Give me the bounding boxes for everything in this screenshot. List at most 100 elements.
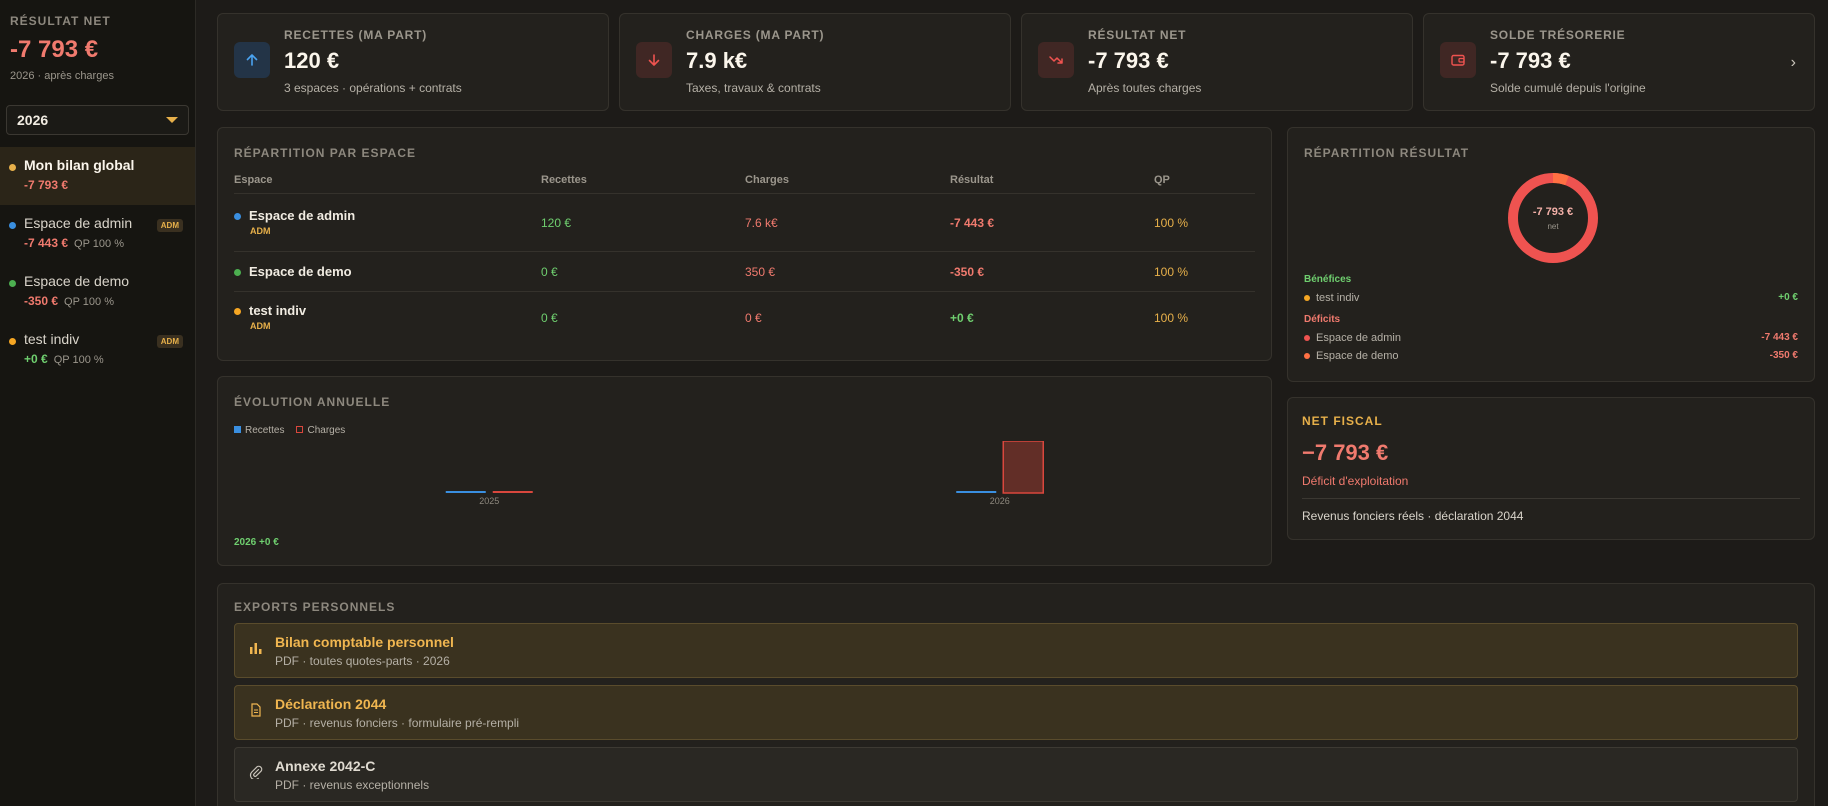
cell-charges: 350 € [745, 265, 776, 279]
sidebar: RÉSULTAT NET -7 793 € 2026 · après charg… [0, 0, 196, 806]
table-row[interactable]: test indiv ADM 0 € 0 € +0 € 100 % [234, 292, 1255, 348]
evolution-chart: 2025 2026 [445, 441, 1044, 506]
export-subtitle: PDF · toutes quotes-parts · 2026 [275, 653, 450, 668]
kpi-subtitle: Solde cumulé depuis l'origine [1490, 81, 1646, 95]
sidebar-item-label: Espace de admin [24, 215, 133, 231]
kpi-value: 120 € [284, 48, 340, 73]
adm-badge: ADM [156, 219, 183, 232]
sidebar-item-amount: -7 793 € [24, 178, 69, 192]
repartition-card: RÉPARTITION PAR ESPACE Espace Recettes C… [217, 127, 1272, 361]
net-fiscal-value: −7 793 € [1302, 440, 1389, 465]
donut-center-label: net [1547, 222, 1559, 231]
bar-chart-icon [249, 641, 263, 660]
x-tick-label: 2026 [990, 496, 1010, 506]
column-header: Résultat [950, 174, 994, 186]
legend-item-recettes: Recettes [234, 425, 284, 436]
kpi-label: RÉSULTAT NET [1088, 28, 1187, 42]
sidebar-net-result: -7 793 € [10, 36, 99, 63]
cell-qp: 100 % [1154, 216, 1189, 230]
status-dot [9, 338, 16, 345]
cell-recettes: 0 € [541, 265, 558, 279]
status-dot [9, 164, 16, 171]
cell-qp: 100 % [1154, 265, 1189, 279]
document-icon [249, 703, 263, 722]
export-title: Déclaration 2044 [275, 695, 387, 712]
sidebar-item-amount: -7 443 € [24, 236, 69, 250]
sidebar-item-label: test indiv [24, 331, 80, 347]
kpi-value: -7 793 € [1088, 48, 1169, 73]
cell-charges: 7.6 k€ [745, 216, 778, 230]
kpi-label: RECETTES (MA PART) [284, 28, 428, 42]
table-row[interactable]: Espace de admin ADM 120 € 7.6 k€ -7 443 €… [234, 194, 1255, 252]
donut-slice-admin [1508, 173, 1598, 263]
status-dot [9, 222, 16, 229]
chart-legend: Recettes Charges [234, 425, 345, 436]
kpi-card-charges: CHARGES (MA PART) 7.9 k€ Taxes, travaux … [619, 13, 1011, 111]
year-select[interactable]: 2026 [6, 105, 189, 135]
row-name: Espace de admin [249, 208, 356, 223]
sidebar-item-global[interactable]: Mon bilan global -7 793 € [0, 147, 195, 205]
x-tick-label: 2025 [479, 496, 499, 506]
exports-card: EXPORTS PERSONNELS Bilan comptable perso… [217, 583, 1815, 806]
donut-card: RÉPARTITION RÉSULTAT -7 793 € net Bénéfi… [1287, 127, 1815, 382]
cell-recettes: 0 € [541, 311, 558, 325]
adm-badge: ADM [250, 226, 271, 236]
sidebar-item-qp: QP 100 % [64, 296, 114, 308]
adm-badge: ADM [156, 335, 183, 348]
donut-center-value: -7 793 € [1532, 206, 1574, 218]
section-title: RÉPARTITION RÉSULTAT [1304, 146, 1470, 160]
export-subtitle: PDF · revenus exceptionnels [275, 777, 430, 792]
export-2042c-button[interactable]: Annexe 2042-C PDF · revenus exceptionnel… [234, 747, 1798, 802]
net-fiscal-card: NET FISCAL −7 793 € Déficit d'exploitati… [1287, 397, 1815, 540]
row-name: Espace de demo [249, 264, 352, 279]
sidebar-item-demo[interactable]: Espace de demo -350 € QP 100 % [0, 263, 195, 321]
section-title: ÉVOLUTION ANNUELLE [234, 395, 391, 409]
bar-charges-2026 [1002, 441, 1044, 494]
status-dot [234, 269, 241, 277]
sidebar-item-amount: -350 € [24, 294, 59, 308]
column-header: Charges [745, 174, 790, 186]
kpi-card-resultat: RÉSULTAT NET -7 793 € Après toutes charg… [1021, 13, 1413, 111]
table-row[interactable]: Espace de demo 0 € 350 € -350 € 100 % [234, 252, 1255, 292]
cell-resultat: +0 € [950, 311, 974, 325]
paperclip-icon [249, 765, 263, 784]
adm-badge: ADM [250, 321, 271, 331]
sidebar-item-qp: QP 100 % [53, 354, 104, 366]
table-header: Espace Recettes Charges Résultat QP [234, 170, 1255, 194]
sidebar-item-admin[interactable]: Espace de admin ADM -7 443 € QP 100 % [0, 205, 195, 263]
divider [1302, 498, 1800, 499]
deficits-label: Déficits [1304, 314, 1341, 325]
wallet-icon [1440, 42, 1476, 78]
export-2044-button[interactable]: Déclaration 2044 PDF · revenus fonciers … [234, 685, 1798, 740]
sidebar-item-amount: +0 € [24, 352, 48, 366]
bar-recettes-2025 [445, 491, 486, 493]
export-bilan-button[interactable]: Bilan comptable personnel PDF · toutes q… [234, 623, 1798, 678]
column-header: Recettes [541, 174, 587, 186]
kpi-card-tresorerie[interactable]: SOLDE TRÉSORERIE -7 793 € Solde cumulé d… [1423, 13, 1815, 111]
sidebar-item-test-indiv[interactable]: test indiv ADM +0 € QP 100 % [0, 321, 195, 379]
status-dot [9, 280, 16, 287]
cell-qp: 100 % [1154, 311, 1189, 325]
export-title: Bilan comptable personnel [275, 633, 454, 650]
cell-recettes: 120 € [541, 216, 572, 230]
status-dot [234, 308, 241, 316]
arrow-up-icon [234, 42, 270, 78]
cell-charges: 0 € [745, 311, 762, 325]
donut-slice-demo [1552, 172, 1569, 186]
chart-footer: 2026 +0 € [234, 537, 279, 548]
repartition-table: Espace Recettes Charges Résultat QP Espa… [234, 170, 1255, 348]
status-dot [234, 213, 241, 221]
kpi-label: CHARGES (MA PART) [686, 28, 825, 42]
year-select-value: 2026 [17, 112, 49, 128]
kpi-subtitle: 3 espaces · opérations + contrats [284, 81, 462, 95]
sidebar-item-label: Mon bilan global [24, 157, 135, 173]
row-name: test indiv [249, 303, 307, 318]
kpi-card-recettes: RECETTES (MA PART) 120 € 3 espaces · opé… [217, 13, 609, 111]
kpi-subtitle: Taxes, travaux & contrats [686, 81, 821, 95]
sidebar-subtitle: 2026 · après charges [10, 70, 114, 82]
trend-down-icon [1038, 42, 1074, 78]
sidebar-label: RÉSULTAT NET [10, 14, 111, 28]
section-title: RÉPARTITION PAR ESPACE [234, 146, 417, 160]
bar-charges-2025 [492, 491, 533, 493]
chevron-down-icon [166, 117, 178, 123]
